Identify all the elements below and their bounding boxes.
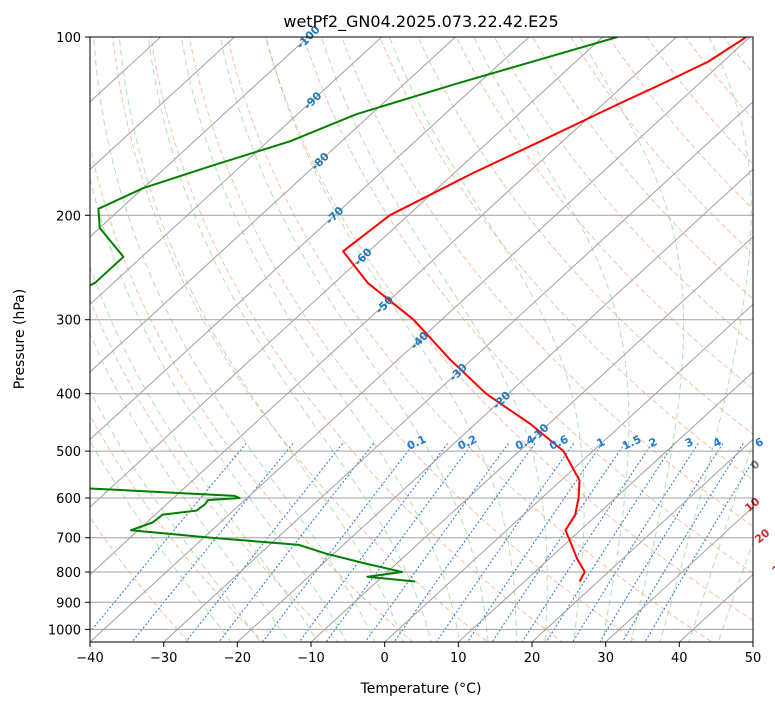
moist-adiabat-line bbox=[90, 332, 290, 642]
moist-adiabat-line bbox=[180, 37, 461, 642]
y-tick-label: 200 bbox=[56, 209, 81, 224]
mixing-ratio-line bbox=[644, 460, 753, 642]
mixing-ratio-line bbox=[545, 443, 675, 642]
moist-adiabat-line bbox=[388, 37, 585, 642]
moist-adiabat-line bbox=[90, 389, 261, 642]
moist-adiabat-line bbox=[90, 439, 232, 642]
x-axis-label: Temperature (°C) bbox=[360, 681, 482, 697]
x-tick-label: −40 bbox=[76, 651, 103, 666]
x-tick-label: 20 bbox=[524, 651, 541, 666]
x-tick-label: 40 bbox=[671, 651, 688, 666]
isotherm-line bbox=[531, 438, 753, 642]
isotherm-line bbox=[90, 37, 678, 576]
grid-lines bbox=[90, 37, 753, 642]
moist-adiabat-line bbox=[147, 37, 432, 642]
dry-adiabat-line bbox=[341, 37, 753, 527]
mixing-ratio-line bbox=[572, 443, 699, 642]
y-tick-label: 600 bbox=[56, 492, 81, 507]
mixing-ratio-line bbox=[435, 443, 575, 642]
mixing-ratio-line bbox=[521, 443, 653, 642]
y-tick-label: 400 bbox=[56, 388, 81, 403]
dry-adiabat-line bbox=[417, 37, 753, 435]
mixing-ratio-line bbox=[491, 443, 626, 642]
isotherm-line bbox=[310, 236, 753, 642]
moist-adiabat-line bbox=[90, 265, 319, 642]
mixing-ratio-line bbox=[262, 443, 415, 642]
y-tick-label: 300 bbox=[56, 314, 81, 329]
mixing-ratio-line bbox=[131, 443, 294, 642]
dry-adiabat-line bbox=[264, 37, 753, 622]
y-axis-label: Pressure (hPa) bbox=[12, 289, 28, 389]
y-tick-label: 500 bbox=[56, 445, 81, 460]
moist-adiabat-line bbox=[93, 37, 376, 642]
mixing-ratio-line bbox=[298, 443, 449, 642]
dry-adiabat-line bbox=[112, 37, 489, 642]
mixing-ratio-line bbox=[218, 443, 374, 642]
mixing-ratio-line bbox=[599, 443, 724, 642]
isotherm-line bbox=[457, 371, 753, 642]
dry-adiabat-line bbox=[90, 298, 340, 642]
dry-adiabat-line bbox=[90, 516, 190, 642]
dry-adiabat-line bbox=[303, 37, 753, 574]
dry-adiabat-line bbox=[684, 37, 753, 120]
y-tick-label: 700 bbox=[56, 532, 81, 547]
chart-title: wetPf2_GN04.2025.073.22.42.E25 bbox=[283, 12, 558, 32]
background-lines bbox=[90, 37, 753, 642]
dewpoint-profile-line bbox=[90, 37, 618, 583]
moist-adiabat-line bbox=[118, 37, 404, 642]
y-tick-label: 1000 bbox=[48, 623, 81, 638]
y-tick-label: 900 bbox=[56, 596, 81, 611]
isotherm-line bbox=[90, 37, 162, 103]
moist-adiabat-line bbox=[688, 440, 753, 642]
isotherm-line bbox=[162, 101, 753, 642]
mixing-ratio-line bbox=[325, 443, 473, 642]
isotherm-line bbox=[90, 37, 383, 306]
isotherm-line bbox=[90, 37, 604, 508]
dry-adiabat-line bbox=[226, 37, 713, 642]
axis-ticks: −40 −30 −20 −10 0 10 20 30 40 50 100 200 300 400 500 60… bbox=[48, 31, 761, 666]
x-tick-label: −30 bbox=[150, 651, 177, 666]
moist-adiabat-line bbox=[320, 37, 548, 642]
x-tick-label: 30 bbox=[597, 651, 614, 666]
x-tick-label: 50 bbox=[745, 651, 762, 666]
dry-adiabat-line bbox=[608, 37, 753, 210]
isotherm-line bbox=[90, 37, 236, 171]
moist-adiabat-line bbox=[659, 37, 752, 642]
isotherm-line bbox=[90, 37, 309, 238]
moist-adiabat-line bbox=[717, 540, 753, 642]
data-lines bbox=[90, 37, 747, 583]
moist-adiabat-line bbox=[473, 37, 630, 642]
isotherm-line bbox=[236, 168, 753, 642]
mixing-ratio-line bbox=[621, 443, 744, 642]
dry-adiabat-line bbox=[150, 37, 564, 642]
moist-adiabat-line bbox=[219, 37, 489, 642]
dry-adiabat-line bbox=[90, 143, 414, 642]
dry-adiabat-line bbox=[493, 37, 753, 345]
y-tick-label: 100 bbox=[56, 31, 81, 46]
temperature-profile-line bbox=[342, 37, 747, 582]
isotherm-line bbox=[90, 37, 457, 373]
isotherm-line bbox=[90, 37, 530, 441]
mixing-ratio-line bbox=[90, 443, 247, 633]
x-tick-label: −20 bbox=[224, 651, 251, 666]
adiabat-label: 30 bbox=[770, 557, 775, 577]
x-tick-label: 0 bbox=[381, 651, 389, 666]
y-tick-label: 800 bbox=[56, 566, 81, 581]
isotherm-line bbox=[383, 303, 753, 642]
x-tick-label: 10 bbox=[450, 651, 467, 666]
plot-frame bbox=[89, 36, 754, 643]
isotherm-line bbox=[90, 37, 751, 642]
moist-adiabat-line bbox=[579, 37, 685, 642]
x-tick-label: −10 bbox=[297, 651, 324, 666]
isotherm-line bbox=[604, 506, 753, 642]
